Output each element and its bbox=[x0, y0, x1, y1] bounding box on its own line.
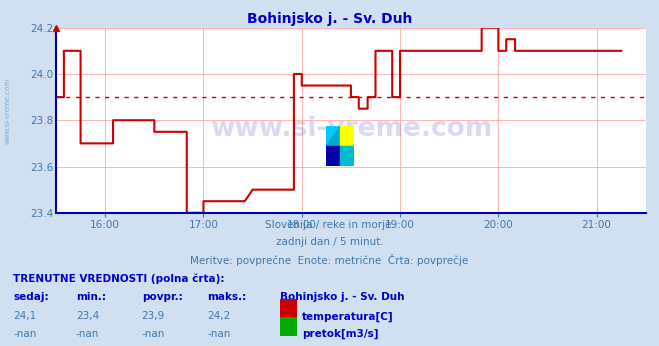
Text: -nan: -nan bbox=[13, 329, 36, 339]
Text: pretok[m3/s]: pretok[m3/s] bbox=[302, 329, 378, 339]
Text: min.:: min.: bbox=[76, 292, 106, 302]
Bar bbox=[340, 146, 354, 166]
Text: 23,4: 23,4 bbox=[76, 311, 99, 321]
Polygon shape bbox=[326, 126, 340, 146]
Text: sedaj:: sedaj: bbox=[13, 292, 49, 302]
Text: -nan: -nan bbox=[208, 329, 231, 339]
Text: 24,1: 24,1 bbox=[13, 311, 36, 321]
Bar bbox=[340, 126, 354, 146]
Text: maks.:: maks.: bbox=[208, 292, 247, 302]
Text: www.si-vreme.com: www.si-vreme.com bbox=[210, 117, 492, 143]
Text: www.si-vreme.com: www.si-vreme.com bbox=[5, 78, 11, 144]
Text: Bohinjsko j. - Sv. Duh: Bohinjsko j. - Sv. Duh bbox=[247, 12, 412, 26]
Polygon shape bbox=[326, 126, 340, 146]
Bar bbox=[326, 146, 340, 166]
Text: -nan: -nan bbox=[142, 329, 165, 339]
Text: 23,9: 23,9 bbox=[142, 311, 165, 321]
Text: Slovenija / reke in morje.: Slovenija / reke in morje. bbox=[264, 220, 395, 230]
Text: 24,2: 24,2 bbox=[208, 311, 231, 321]
Text: Meritve: povprečne  Enote: metrične  Črta: povprečje: Meritve: povprečne Enote: metrične Črta:… bbox=[190, 254, 469, 266]
Text: -nan: -nan bbox=[76, 329, 99, 339]
Text: Bohinjsko j. - Sv. Duh: Bohinjsko j. - Sv. Duh bbox=[280, 292, 405, 302]
Text: povpr.:: povpr.: bbox=[142, 292, 183, 302]
Text: TRENUTNE VREDNOSTI (polna črta):: TRENUTNE VREDNOSTI (polna črta): bbox=[13, 273, 225, 284]
Text: temperatura[C]: temperatura[C] bbox=[302, 311, 393, 322]
Text: zadnji dan / 5 minut.: zadnji dan / 5 minut. bbox=[275, 237, 384, 247]
